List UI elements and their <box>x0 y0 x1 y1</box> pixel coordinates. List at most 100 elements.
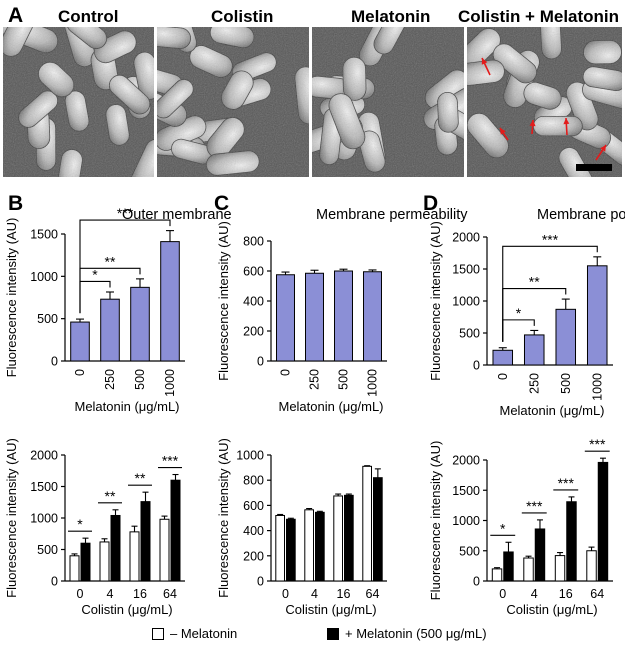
bar-minus-melatonin <box>586 550 597 582</box>
significance-pair: *** <box>553 475 579 491</box>
bar-plus-melatonin <box>344 494 354 582</box>
y-tick-label: 1500 <box>30 480 58 494</box>
y-tick-label: 1000 <box>236 449 264 463</box>
bar-plus-melatonin <box>315 511 325 582</box>
chart-c-bottom: 0 200 400 600 800 1000 Fluorescence intensity … <box>216 438 387 617</box>
y-tick-label: 0 <box>51 575 58 589</box>
sem-title-combo: Colistin + Melatonin <box>458 7 619 26</box>
y-axis-title: Fluorescence intensity (AU) <box>216 221 231 381</box>
x-tick-label: 1000 <box>590 373 604 401</box>
chart-d-top: Membrane potential 0 500 1000 1500 2000 Fluore… <box>428 207 625 418</box>
chart-title: Membrane potential <box>537 207 625 223</box>
y-tick-label: 200 <box>243 325 264 339</box>
y-tick-label: 0 <box>473 575 480 589</box>
bar <box>523 334 545 366</box>
x-tick-label: 0 <box>282 587 289 601</box>
y-tick-label: 1000 <box>452 514 480 528</box>
bar-minus-melatonin <box>554 555 566 582</box>
arrow-head <box>481 58 488 65</box>
y-axis-title: Fluorescence intensity (AU) <box>428 441 443 601</box>
significance-pair: *** <box>158 453 182 469</box>
y-axis-title: Fluorescence intensity (AU) <box>428 221 443 381</box>
y-tick-label: 600 <box>243 265 264 279</box>
y-tick-label: 0 <box>51 355 58 369</box>
x-tick-label: 4 <box>107 587 114 601</box>
significance-label: *** <box>589 436 606 452</box>
arrow-head <box>500 128 506 135</box>
significance-label: *** <box>558 475 575 491</box>
y-tick-label: 1000 <box>30 270 58 284</box>
y-tick-label: 500 <box>37 312 58 326</box>
bar <box>100 298 120 362</box>
x-tick-label: 0 <box>77 587 84 601</box>
y-tick-label: 500 <box>459 544 480 558</box>
significance-label: * <box>516 305 522 321</box>
panel-label-d: D <box>423 192 438 215</box>
legend-label-plus: + Melatonin (500 μg/mL) <box>345 626 487 641</box>
bar-plus-melatonin <box>503 551 514 582</box>
x-tick-label: 16 <box>337 587 351 601</box>
bar-minus-melatonin <box>333 495 343 582</box>
significance-label: ** <box>529 274 540 290</box>
significance-label: ** <box>105 488 116 504</box>
x-tick-label: 500 <box>337 369 351 390</box>
panel-label-c: C <box>214 192 229 215</box>
x-axis-title: Colistin (μg/mL) <box>506 602 597 617</box>
chart-d-bottom: 0 500 1000 1500 2000 Fluorescence intensity (… <box>428 436 613 617</box>
bar-minus-melatonin <box>275 514 285 582</box>
significance-label: ** <box>135 470 146 486</box>
sem-title-control: Control <box>58 7 118 26</box>
bar-plus-melatonin <box>140 501 151 582</box>
chart-title: Membrane permeability <box>316 207 468 223</box>
sem-title-melatonin: Melatonin <box>351 7 430 26</box>
y-tick-label: 2000 <box>452 454 480 468</box>
y-tick-label: 0 <box>257 355 264 369</box>
bar <box>160 241 180 362</box>
x-axis-title: Melatonin (μg/mL) <box>278 399 383 414</box>
x-axis-title: Melatonin (μg/mL) <box>499 403 604 418</box>
x-tick-label: 0 <box>73 369 87 376</box>
x-tick-label: 250 <box>527 373 541 394</box>
bar-plus-melatonin <box>286 518 296 582</box>
x-tick-label: 64 <box>366 587 380 601</box>
legend-swatch-white <box>152 627 164 640</box>
significance-bracket: *** <box>502 231 598 342</box>
x-tick-label: 16 <box>559 587 573 601</box>
x-tick-label: 500 <box>559 373 573 394</box>
bar <box>363 271 382 362</box>
y-tick-label: 2000 <box>452 231 480 245</box>
chart-title: Outer membrane <box>122 207 232 223</box>
y-tick-label: 1500 <box>30 228 58 242</box>
bar-plus-melatonin <box>80 542 91 582</box>
bar-minus-melatonin <box>69 555 80 582</box>
bar-minus-melatonin <box>491 568 503 582</box>
bar-plus-melatonin <box>534 528 546 582</box>
x-tick-label: 4 <box>311 587 318 601</box>
panel-label-b: B <box>8 192 23 215</box>
bar-minus-melatonin <box>129 531 140 582</box>
x-tick-label: 0 <box>496 373 510 380</box>
sem-bacteria-cluster <box>3 27 154 177</box>
significance-pair: * <box>68 516 92 532</box>
legend-swatch-black <box>327 627 339 640</box>
y-axis-title: Fluorescence intensity (AU) <box>216 438 231 598</box>
chart-b-top: Outer membrane 0 500 1000 1500 Fluorescence i… <box>4 205 232 414</box>
legend-label-minus: – Melatonin <box>170 626 238 641</box>
bar <box>130 286 150 362</box>
x-tick-label: 0 <box>499 587 506 601</box>
significance-pair: * <box>490 520 516 536</box>
sem-texture <box>467 27 622 177</box>
y-tick-label: 500 <box>459 327 480 341</box>
x-tick-label: 250 <box>103 369 117 390</box>
bar <box>586 265 608 366</box>
significance-label: *** <box>526 498 543 514</box>
bracket-line <box>502 245 598 342</box>
chart-b-bottom: 0 500 1000 1500 2000 Fluorescence intensity (… <box>4 438 185 617</box>
bar-minus-melatonin <box>99 541 110 582</box>
significance-label: * <box>92 266 98 282</box>
significance-pair: ** <box>128 470 152 486</box>
damage-arrow-icon <box>481 57 491 76</box>
damage-arrow-icon <box>563 117 570 136</box>
significance-label: * <box>500 520 506 536</box>
